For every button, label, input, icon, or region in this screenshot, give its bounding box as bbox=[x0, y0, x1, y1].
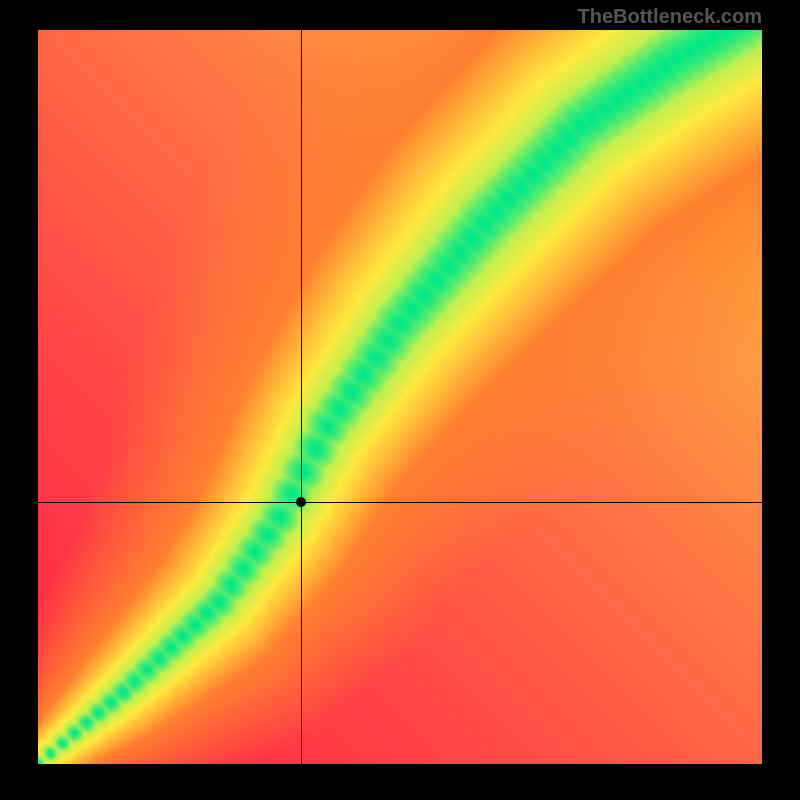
heatmap-plot bbox=[38, 30, 762, 764]
crosshair-horizontal bbox=[38, 502, 762, 503]
heatmap-canvas bbox=[38, 30, 762, 764]
marker-dot bbox=[296, 497, 306, 507]
crosshair-vertical bbox=[301, 30, 302, 764]
watermark-text: TheBottleneck.com bbox=[578, 6, 762, 29]
